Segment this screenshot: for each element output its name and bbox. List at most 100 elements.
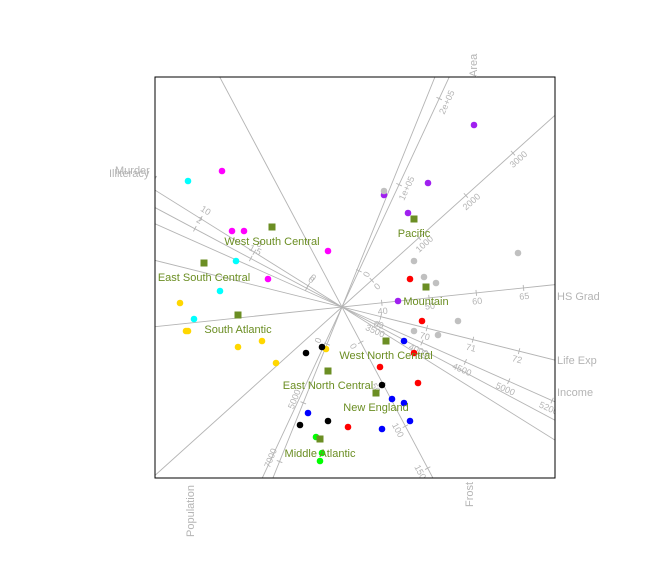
point-east-south-central [232, 257, 240, 265]
tick-label: 6 [255, 239, 265, 250]
region-label-west-south-central: West South Central [224, 236, 319, 248]
tick-label: 5200 [538, 400, 560, 417]
tick-mark [138, 196, 141, 201]
point-mountain [410, 327, 418, 335]
tick-label: 2e+05 [437, 89, 457, 116]
point-west-south-central [218, 167, 226, 175]
tick-label: 7000 [262, 447, 279, 469]
tick-label: 72 [511, 353, 523, 365]
point-west-south-central [324, 247, 332, 255]
tick-label: 0 [308, 272, 318, 283]
centroid-east-north-central [324, 367, 332, 375]
point-pacific [470, 121, 478, 129]
tick-mark [471, 336, 475, 343]
point-west-south-central [240, 227, 248, 235]
tick-mark [510, 150, 516, 156]
region-label-east-south-central: East South Central [158, 272, 250, 284]
tick-mark [570, 280, 571, 286]
tick-mark [550, 397, 554, 404]
point-new-england [304, 409, 312, 417]
centroid-west-south-central [268, 223, 276, 231]
point-south-atlantic [234, 343, 242, 351]
point-west-north-central [406, 275, 414, 283]
tick-mark [324, 342, 330, 346]
tick-mark [517, 348, 521, 355]
point-new-england [388, 395, 396, 403]
tick-mark [396, 182, 402, 187]
tick-mark [193, 225, 197, 232]
point-east-north-central [318, 343, 326, 351]
tick-label: 71 [465, 342, 477, 354]
tick-label: 9000 [239, 506, 256, 528]
tick-label: 50 [424, 301, 435, 312]
centroid-pacific [410, 215, 418, 223]
region-label-mountain: Mountain [403, 296, 448, 308]
point-new-england [400, 399, 408, 407]
point-east-south-central [184, 177, 192, 185]
tick-label: 70 [419, 330, 431, 342]
point-east-north-central [296, 421, 304, 429]
point-west-north-central [344, 423, 352, 431]
tick-label: 0 [348, 342, 359, 351]
axis-line-life-exp [155, 259, 555, 361]
tick-label: 0 [307, 274, 316, 285]
point-pacific [424, 179, 432, 187]
axis-name-hsgrad: HS Grad [557, 291, 600, 303]
point-west-north-central [414, 379, 422, 387]
tick-label: 200 [435, 505, 451, 523]
tick-mark [428, 294, 430, 301]
tick-mark [198, 215, 203, 222]
tick-label: 150 [412, 463, 428, 481]
tick-label: 14 [145, 170, 159, 184]
tick-mark [252, 249, 257, 256]
point-new-england [406, 417, 414, 425]
point-pacific [394, 297, 402, 305]
region-label-middle-atlantic: Middle Atlantic [285, 448, 356, 460]
axis-name-murder: Murder [115, 165, 150, 177]
point-east-south-central [190, 315, 198, 323]
tick-mark [463, 358, 467, 365]
tick-mark [522, 284, 525, 291]
tick-label: 65 [519, 291, 530, 302]
tick-mark [424, 466, 431, 470]
axis-name-income: Income [557, 387, 593, 399]
tick-label: 2000 [461, 191, 483, 212]
tick-mark [463, 192, 469, 199]
region-label-south-atlantic: South Atlantic [204, 324, 272, 336]
tick-mark [376, 320, 381, 327]
axis-name-frost: Frost [464, 482, 476, 507]
tick-mark [425, 325, 429, 332]
region-label-west-north-central: West North Central [339, 350, 432, 362]
tick-label: 0 [313, 336, 324, 344]
point-pacific [404, 209, 412, 217]
point-new-england [400, 337, 408, 345]
tick-mark [436, 96, 443, 101]
data-points [176, 121, 522, 465]
axis-line-area [261, 77, 450, 478]
centroid-middle-atlantic [316, 435, 324, 443]
centroid-new-england [372, 389, 380, 397]
axis-line-frost [219, 77, 434, 478]
point-east-north-central [324, 417, 332, 425]
point-east-south-central [216, 287, 224, 295]
point-west-south-central [264, 275, 272, 283]
point-south-atlantic [258, 337, 266, 345]
point-middle-atlantic [316, 457, 324, 465]
tick-label: 100 [390, 421, 406, 439]
point-south-atlantic [182, 327, 190, 335]
point-south-atlantic [272, 359, 280, 367]
point-east-north-central [302, 349, 310, 357]
point-mountain [432, 279, 440, 287]
axis-name-lifeexp: Life Exp [557, 355, 597, 367]
region-label-new-england: New England [343, 402, 408, 414]
axis-names: Area Murder Illiteracy HS Grad Life Exp … [109, 53, 600, 537]
tick-label: 40 [377, 306, 388, 317]
point-mountain [380, 187, 388, 195]
tick-mark [420, 339, 424, 346]
tick-label: 10 [199, 204, 213, 218]
